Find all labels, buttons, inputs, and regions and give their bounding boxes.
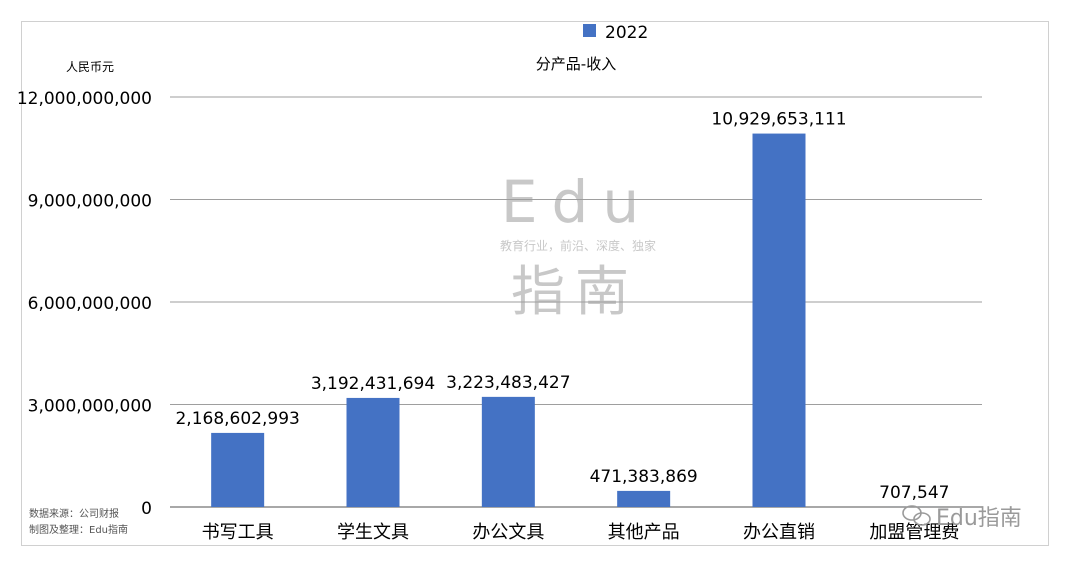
bars: [211, 133, 941, 507]
bar-value-label: 3,192,431,694: [311, 374, 435, 394]
y-tick-label: 6,000,000,000: [28, 294, 152, 314]
bar: [481, 396, 535, 507]
bar: [346, 397, 400, 507]
bar-value-label: 471,383,869: [590, 467, 698, 487]
source-note: 数据来源：公司财报 制图及整理：Edu指南: [29, 507, 128, 536]
y-tick-label: 0: [141, 499, 152, 519]
y-axis-unit-label: 人民币元: [66, 60, 114, 74]
x-tick-label: 学生文具: [337, 522, 409, 543]
y-tick-labels: 0 3,000,000,000 6,000,000,000 9,000,000,000…: [17, 89, 152, 519]
watermark: Edu 教育行业，前沿、深度、独家 指南: [500, 168, 656, 323]
legend: 2022: [583, 23, 648, 43]
x-tick-labels: 书写工具 学生文具 办公文具 其他产品 办公直销 加盟管理费: [202, 522, 960, 543]
source-note-line-2: 制图及整理：Edu指南: [29, 523, 128, 536]
bar-value-label: 3,223,483,427: [446, 373, 570, 393]
watermark-title: Edu: [501, 168, 653, 236]
y-tick-label: 3,000,000,000: [28, 397, 152, 417]
x-tick-label: 书写工具: [202, 522, 274, 543]
legend-label: 2022: [605, 23, 648, 43]
chart-frame: [21, 21, 1049, 546]
x-tick-label: 办公文具: [472, 522, 544, 543]
gridlines: [170, 96, 982, 508]
watermark-name: 指南: [511, 260, 639, 323]
bar: [752, 133, 806, 507]
bar-value-label: 10,929,653,111: [711, 110, 846, 130]
x-tick-label: 其他产品: [608, 522, 680, 543]
value-labels: 2,168,602,993 3,192,431,694 3,223,483,427 4…: [175, 110, 949, 503]
y-tick-label: 9,000,000,000: [28, 192, 152, 212]
wechat-icon: [902, 505, 931, 526]
source-note-line-1: 数据来源：公司财报: [29, 507, 119, 520]
chart-title: 分产品-收入: [536, 55, 616, 73]
bar-value-label: 707,547: [879, 483, 949, 503]
legend-swatch: [583, 24, 596, 37]
brand-badge-text: Edu指南: [936, 506, 1022, 531]
bar-value-label: 2,168,602,993: [175, 409, 299, 429]
bar: [617, 490, 671, 507]
x-tick-label: 办公直销: [743, 522, 815, 543]
bar: [211, 432, 265, 507]
x-tick-label: 加盟管理费: [869, 522, 959, 543]
brand-badge: Edu指南: [902, 505, 1022, 531]
watermark-tagline: 教育行业，前沿、深度、独家: [500, 238, 656, 253]
y-tick-label: 12,000,000,000: [17, 89, 152, 109]
